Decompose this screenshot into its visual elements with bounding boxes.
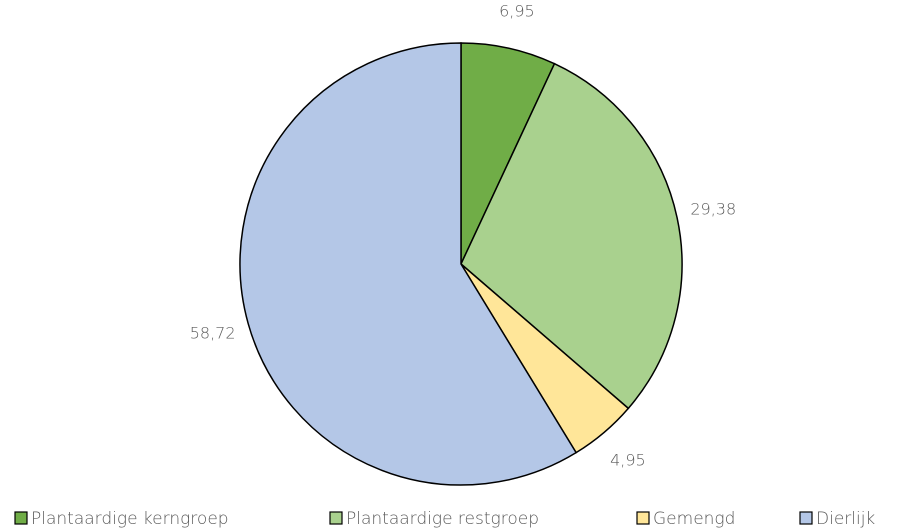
data-label: 58,72 (190, 323, 236, 342)
legend-swatch (329, 511, 343, 525)
legend-swatch (799, 511, 813, 525)
data-label: 4,95 (610, 450, 646, 469)
legend-label: Gemengd (653, 509, 735, 529)
data-label: 29,38 (690, 199, 736, 218)
legend-swatch (14, 511, 28, 525)
legend-label: Dierlijk (816, 509, 875, 529)
data-label: 6,95 (499, 2, 535, 21)
pie-slice (460, 62, 683, 410)
legend-swatch (636, 511, 650, 525)
legend-label: Plantaardige restgroep (346, 509, 539, 529)
legend-label: Plantaardige kerngroep (31, 509, 229, 529)
pie-slice (239, 42, 578, 486)
